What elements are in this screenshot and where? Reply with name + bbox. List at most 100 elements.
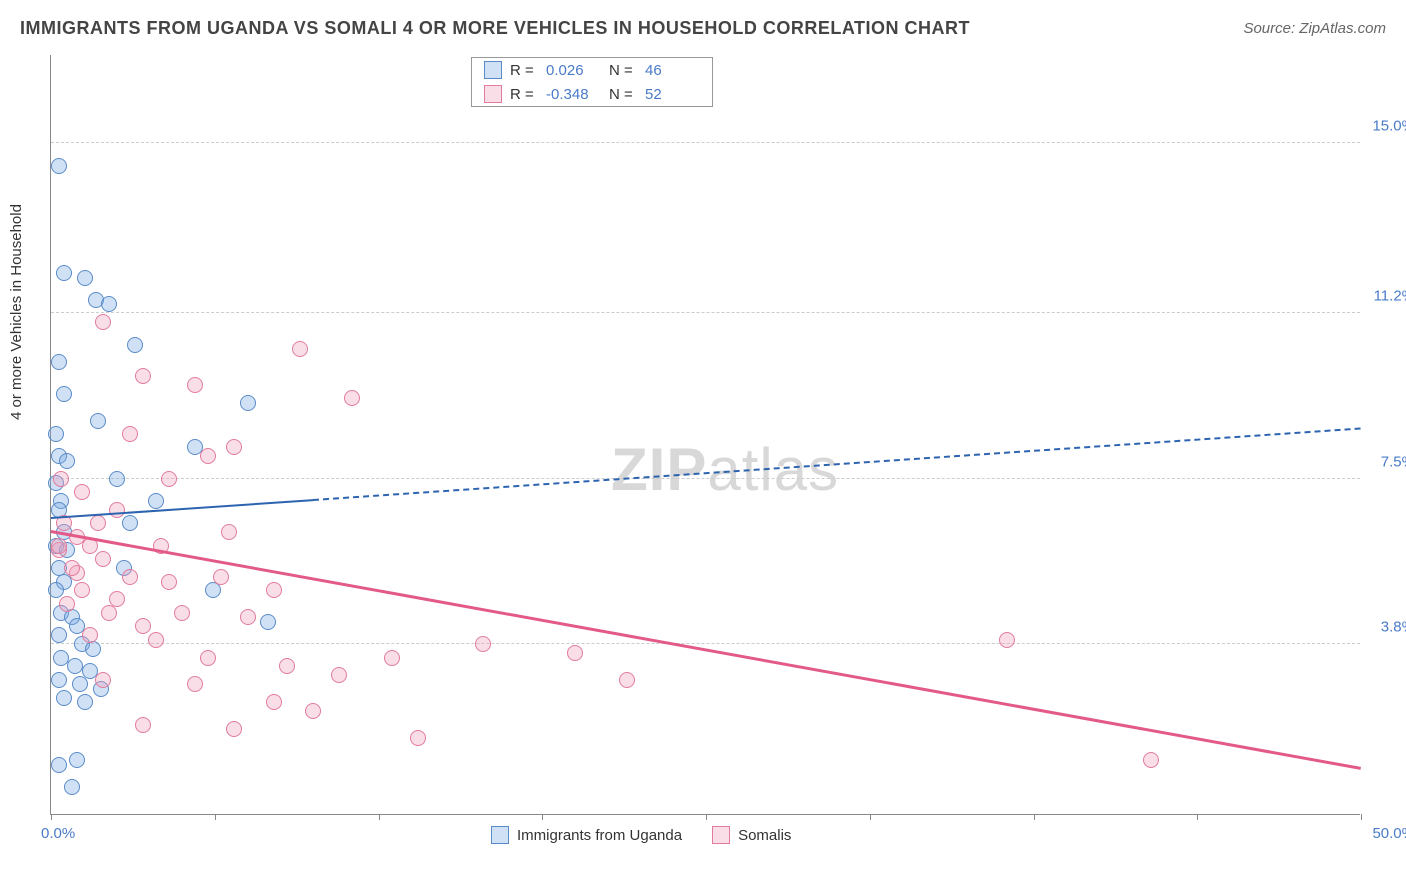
point-somali xyxy=(619,672,635,688)
trendline-uganda-dashed xyxy=(313,428,1361,502)
x-tick xyxy=(379,814,380,820)
x-tick xyxy=(542,814,543,820)
point-uganda xyxy=(240,395,256,411)
point-somali xyxy=(305,703,321,719)
point-somali xyxy=(122,426,138,442)
x-tick xyxy=(870,814,871,820)
point-uganda xyxy=(77,694,93,710)
point-somali xyxy=(74,582,90,598)
point-uganda xyxy=(51,672,67,688)
point-somali xyxy=(226,721,242,737)
point-uganda xyxy=(148,493,164,509)
x-tick xyxy=(706,814,707,820)
point-uganda xyxy=(51,354,67,370)
point-somali xyxy=(266,694,282,710)
point-uganda xyxy=(56,690,72,706)
gridline xyxy=(51,643,1360,644)
gridline xyxy=(51,142,1360,143)
gridline xyxy=(51,478,1360,479)
point-uganda xyxy=(56,265,72,281)
gridline xyxy=(51,312,1360,313)
point-uganda xyxy=(122,515,138,531)
point-somali xyxy=(266,582,282,598)
point-uganda xyxy=(51,158,67,174)
stats-row-uganda: R = 0.026 N = 46 xyxy=(472,58,712,82)
x-tick xyxy=(51,814,52,820)
point-somali xyxy=(221,524,237,540)
point-uganda xyxy=(56,386,72,402)
source-label: Source: ZipAtlas.com xyxy=(1243,20,1386,37)
point-somali xyxy=(74,484,90,500)
swatch-uganda-icon xyxy=(491,826,509,844)
legend-item-somali: Somalis xyxy=(712,826,791,844)
chart-title: IMMIGRANTS FROM UGANDA VS SOMALI 4 OR MO… xyxy=(20,18,970,39)
x-axis-min: 0.0% xyxy=(41,825,75,842)
point-somali xyxy=(64,560,80,576)
point-somali xyxy=(384,650,400,666)
point-somali xyxy=(475,636,491,652)
point-uganda xyxy=(85,641,101,657)
swatch-somali-icon xyxy=(712,826,730,844)
point-uganda xyxy=(59,453,75,469)
point-somali xyxy=(148,632,164,648)
point-somali xyxy=(410,730,426,746)
point-uganda xyxy=(90,413,106,429)
point-somali xyxy=(187,377,203,393)
trendline-uganda xyxy=(51,499,313,519)
point-somali xyxy=(95,672,111,688)
point-uganda xyxy=(260,614,276,630)
point-somali xyxy=(161,574,177,590)
x-tick xyxy=(1034,814,1035,820)
point-somali xyxy=(292,341,308,357)
point-somali xyxy=(53,471,69,487)
point-somali xyxy=(567,645,583,661)
point-somali xyxy=(344,390,360,406)
trendline-somali xyxy=(51,530,1361,769)
watermark: ZIPatlas xyxy=(611,435,839,504)
point-uganda xyxy=(69,752,85,768)
point-somali xyxy=(240,609,256,625)
point-somali xyxy=(90,515,106,531)
swatch-uganda xyxy=(484,61,502,79)
point-uganda xyxy=(77,270,93,286)
point-somali xyxy=(279,658,295,674)
point-uganda xyxy=(48,426,64,442)
legend-item-uganda: Immigrants from Uganda xyxy=(491,826,682,844)
x-tick xyxy=(1197,814,1198,820)
point-somali xyxy=(200,650,216,666)
point-uganda xyxy=(64,779,80,795)
point-somali xyxy=(109,502,125,518)
y-tick-label: 11.2% xyxy=(1365,288,1406,305)
point-uganda xyxy=(101,296,117,312)
point-somali xyxy=(95,551,111,567)
bottom-legend: Immigrants from Uganda Somalis xyxy=(491,826,791,844)
point-uganda xyxy=(67,658,83,674)
stats-legend: R = 0.026 N = 46 R = -0.348 N = 52 xyxy=(471,57,713,107)
x-tick xyxy=(215,814,216,820)
scatter-plot: ZIPatlas R = 0.026 N = 46 R = -0.348 N =… xyxy=(50,55,1360,815)
y-tick-label: 15.0% xyxy=(1365,118,1406,135)
point-uganda xyxy=(72,676,88,692)
point-somali xyxy=(135,618,151,634)
point-somali xyxy=(213,569,229,585)
point-somali xyxy=(101,605,117,621)
point-somali xyxy=(161,471,177,487)
point-somali xyxy=(226,439,242,455)
point-uganda xyxy=(51,627,67,643)
point-uganda xyxy=(109,471,125,487)
x-tick xyxy=(1361,814,1362,820)
point-somali xyxy=(1143,752,1159,768)
point-uganda xyxy=(51,757,67,773)
y-axis-label: 4 or more Vehicles in Household xyxy=(8,204,25,420)
point-uganda xyxy=(127,337,143,353)
point-somali xyxy=(122,569,138,585)
y-tick-label: 3.8% xyxy=(1365,619,1406,636)
stats-row-somali: R = -0.348 N = 52 xyxy=(472,82,712,106)
point-somali xyxy=(200,448,216,464)
y-tick-label: 7.5% xyxy=(1365,453,1406,470)
point-somali xyxy=(135,368,151,384)
x-axis-max: 50.0% xyxy=(1365,825,1406,842)
point-somali xyxy=(187,676,203,692)
point-somali xyxy=(999,632,1015,648)
point-somali xyxy=(59,596,75,612)
